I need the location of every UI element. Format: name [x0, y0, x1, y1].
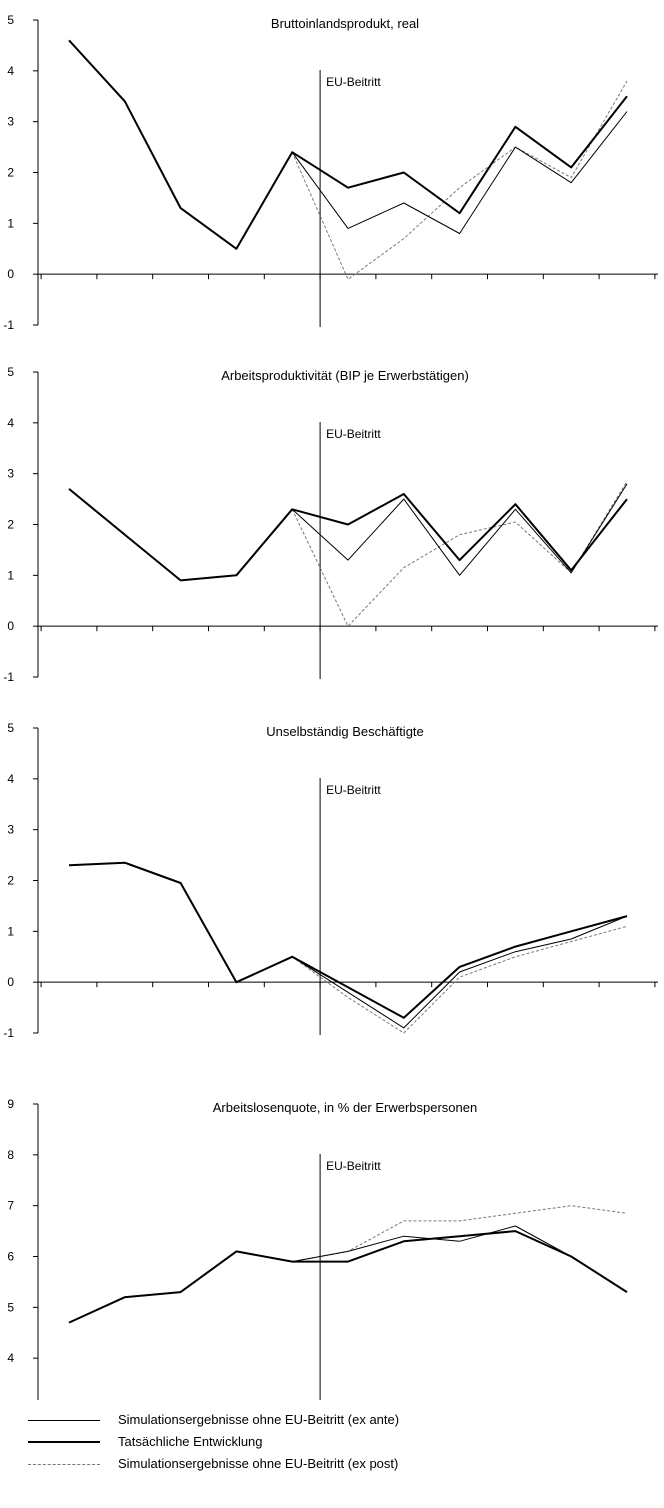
series-line-expost — [291, 481, 628, 627]
y-tick-label: -1 — [3, 318, 14, 332]
y-tick-label: 1 — [7, 924, 14, 938]
y-tick-label: 0 — [7, 267, 14, 281]
y-tick-label: 2 — [7, 874, 14, 888]
series-line-expost — [291, 80, 628, 280]
legend-label-actual: Tatsächliche Entwicklung — [118, 1434, 263, 1449]
y-tick-label: 3 — [7, 823, 14, 837]
y-tick-label: 4 — [7, 416, 14, 430]
y-tick-label: 4 — [7, 1351, 14, 1365]
event-label: EU-Beitritt — [326, 1159, 381, 1173]
series-line-actual — [68, 488, 628, 582]
series-line-exante — [291, 915, 628, 1029]
chart-title: Arbeitslosenquote, in % der Erwerbsperso… — [213, 1100, 477, 1115]
y-tick-label: 3 — [7, 115, 14, 129]
event-label: EU-Beitritt — [326, 783, 381, 797]
y-tick-label: 2 — [7, 518, 14, 532]
legend-label-expost: Simulationsergebnisse ohne EU-Beitritt (… — [118, 1456, 399, 1471]
legend-label-exante: Simulationsergebnisse ohne EU-Beitritt (… — [118, 1412, 400, 1427]
y-tick-label: 3 — [7, 467, 14, 481]
y-tick-label: 6 — [7, 1250, 14, 1264]
chart-title: Arbeitsproduktivität (BIP je Erwerbstäti… — [221, 368, 469, 383]
legend-item-exante: Simulationsergebnisse ohne EU-Beitritt (… — [28, 1410, 648, 1432]
series-line-actual — [68, 39, 628, 250]
chart-title: Unselbständig Beschäftigte — [266, 724, 424, 739]
y-tick-label: 7 — [7, 1199, 14, 1213]
series-line-expost — [292, 1205, 628, 1263]
y-tick-label: 5 — [7, 1300, 14, 1314]
series-line-actual — [68, 1230, 628, 1324]
y-tick-label: 0 — [7, 619, 14, 633]
y-tick-label: 1 — [7, 568, 14, 582]
series-line-exante — [291, 483, 628, 576]
legend: Simulationsergebnisse ohne EU-Beitritt (… — [28, 1410, 648, 1476]
event-label: EU-Beitritt — [326, 75, 381, 89]
y-tick-label: 5 — [7, 13, 14, 27]
series-line-actual — [68, 861, 628, 1019]
y-tick-label: 0 — [7, 975, 14, 989]
y-tick-label: -1 — [3, 670, 14, 684]
chart-figure: Bruttoinlandsprodukt, real -1 0 1 2 3 4 5 EU-Bei… — [3, 13, 658, 1400]
event-label: EU-Beitritt — [326, 427, 381, 441]
legend-swatch-actual — [28, 1441, 100, 1443]
legend-item-expost: Simulationsergebnisse ohne EU-Beitritt (… — [28, 1454, 648, 1476]
y-tick-label: -1 — [3, 1026, 14, 1040]
y-tick-label: 8 — [7, 1148, 14, 1162]
legend-swatch-expost — [28, 1464, 100, 1465]
y-tick-label: 5 — [7, 365, 14, 379]
y-tick-label: 1 — [7, 216, 14, 230]
chart-title: Bruttoinlandsprodukt, real — [271, 16, 419, 31]
legend-item-actual: Tatsächliche Entwicklung — [28, 1432, 648, 1454]
y-tick-label: 4 — [7, 64, 14, 78]
legend-swatch-exante — [28, 1420, 100, 1421]
y-tick-label: 2 — [7, 166, 14, 180]
series-line-exante — [291, 111, 628, 234]
series-line-expost — [291, 925, 628, 1034]
y-tick-label: 4 — [7, 772, 14, 786]
y-tick-label: 9 — [7, 1097, 14, 1111]
y-tick-label: 5 — [7, 721, 14, 735]
